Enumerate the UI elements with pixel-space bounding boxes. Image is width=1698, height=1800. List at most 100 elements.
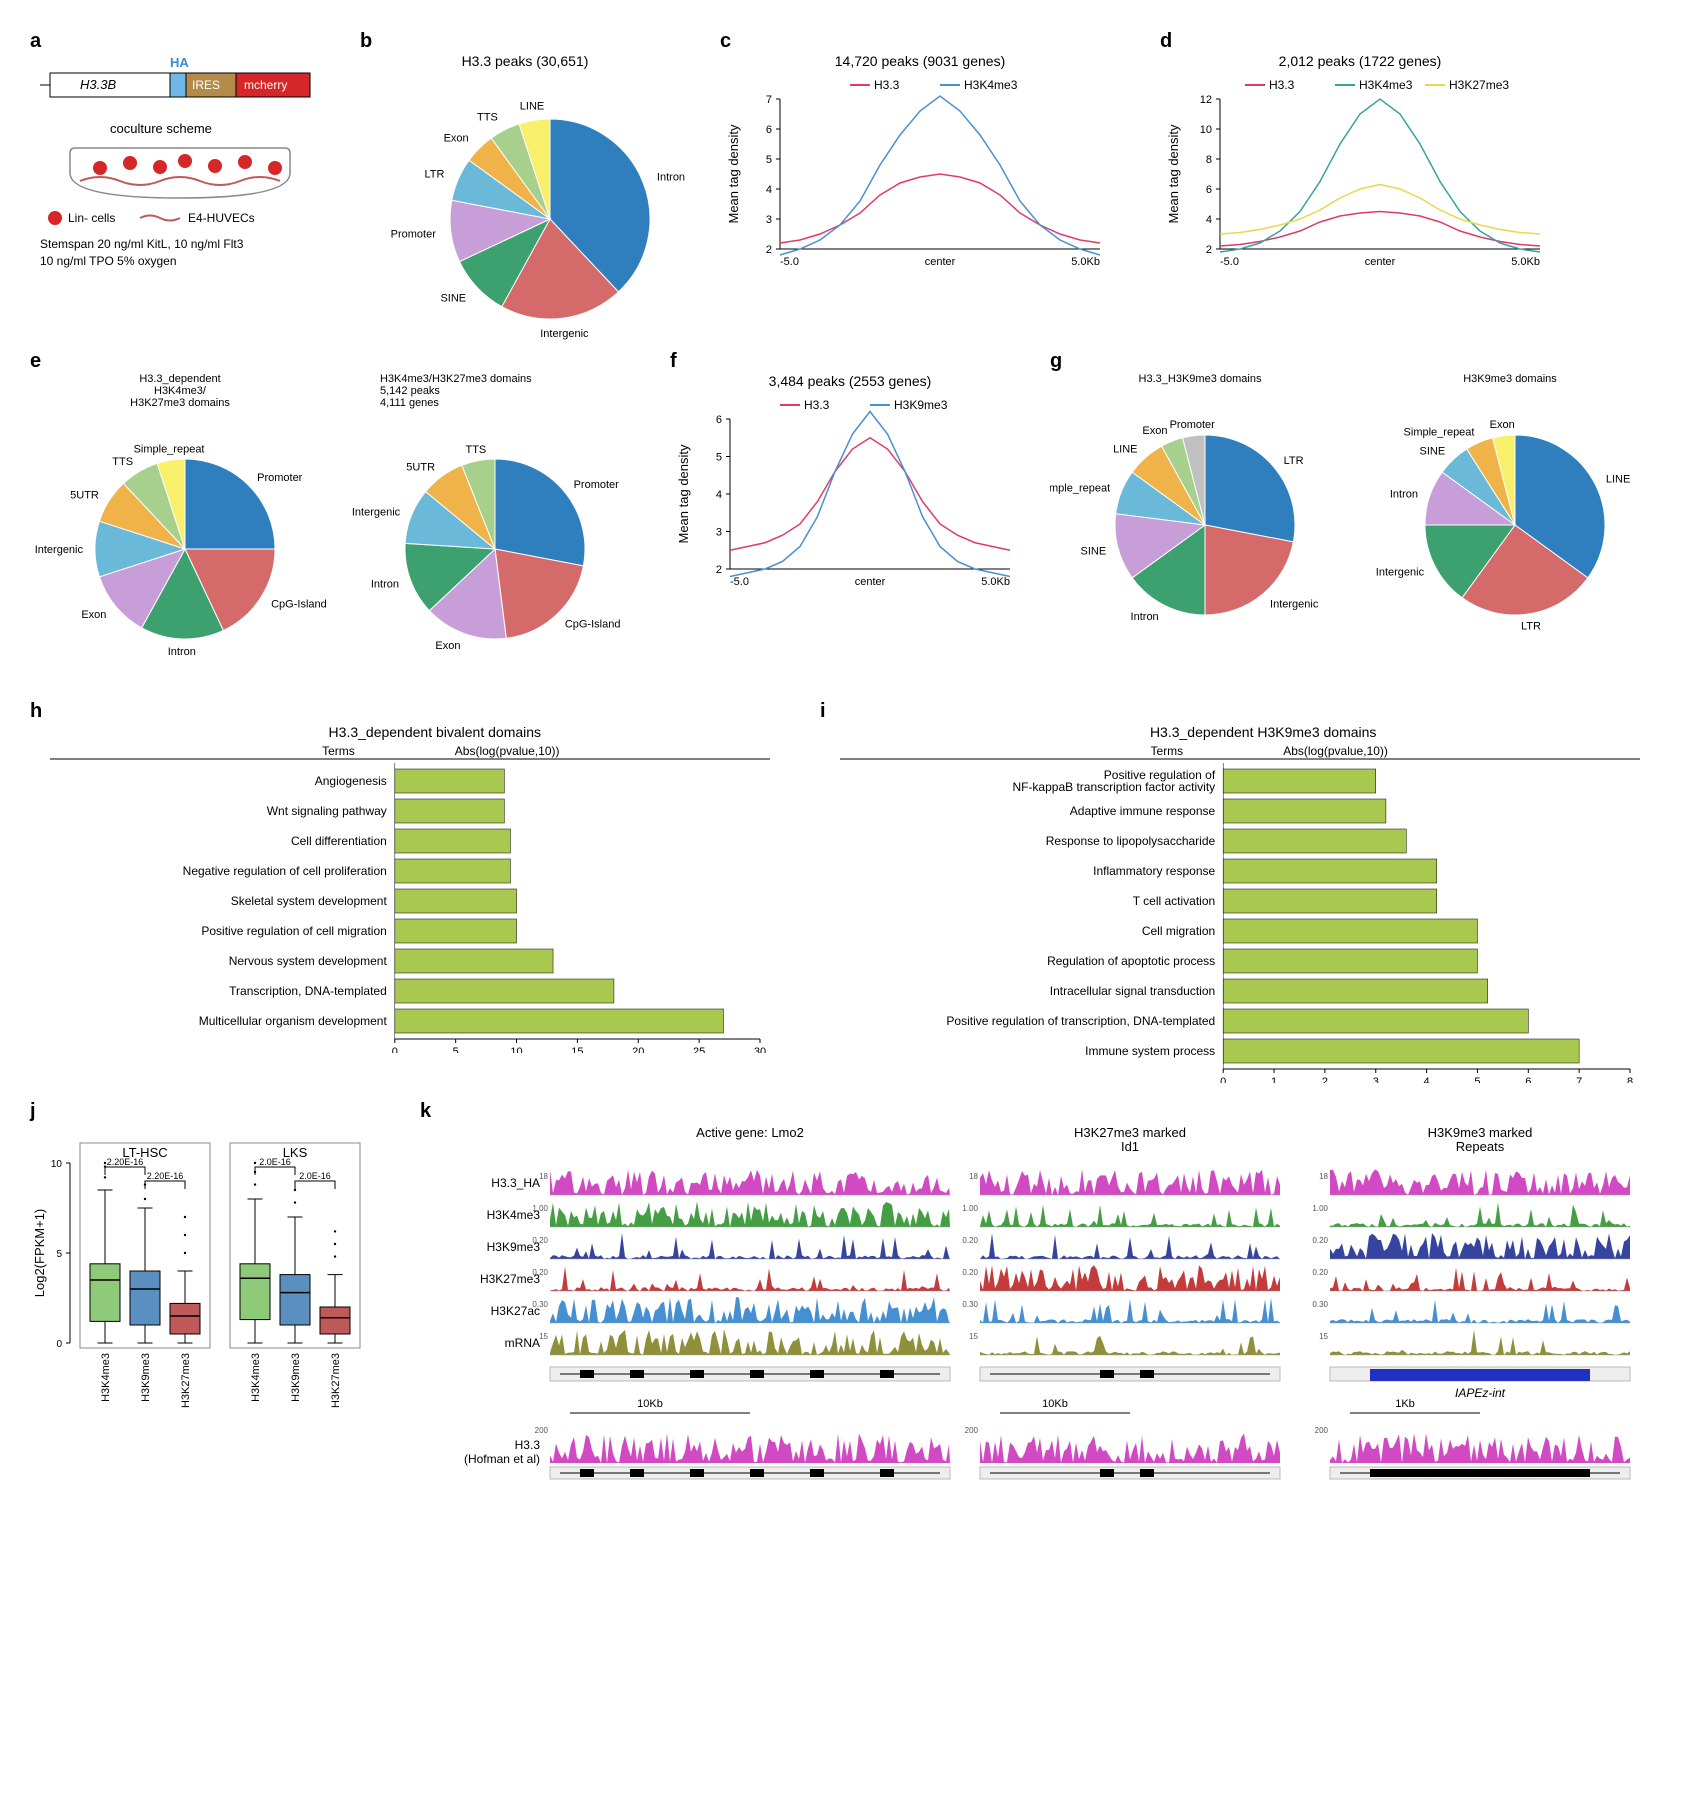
svg-text:H3.3_dependent H3K9me3 domain: H3.3_dependent H3K9me3 domains	[1150, 724, 1377, 740]
svg-text:5: 5	[453, 1046, 459, 1053]
svg-text:Exon: Exon	[81, 609, 106, 621]
svg-text:H3K27me3: H3K27me3	[180, 1353, 192, 1408]
svg-text:4: 4	[1206, 214, 1212, 226]
svg-text:Mean tag density: Mean tag density	[676, 444, 691, 544]
svg-text:6: 6	[1206, 184, 1212, 196]
svg-text:Terms: Terms	[1151, 744, 1184, 758]
svg-text:10 ng/ml TPO 5% oxygen: 10 ng/ml TPO 5% oxygen	[40, 254, 177, 268]
svg-text:7: 7	[766, 94, 772, 106]
svg-text:15: 15	[969, 1332, 978, 1341]
svg-text:2: 2	[1206, 244, 1212, 256]
panel-g-label: g	[1050, 350, 1670, 373]
svg-text:Promoter: Promoter	[257, 472, 303, 484]
svg-text:SINE: SINE	[440, 293, 466, 305]
svg-text:0: 0	[1220, 1076, 1226, 1083]
svg-text:Id1: Id1	[1121, 1139, 1139, 1154]
panel-j-chart: 0510Log2(FPKM+1)LT-HSCH3K4me3H3K9me3H3K2…	[30, 1123, 390, 1463]
svg-text:4: 4	[1424, 1076, 1430, 1083]
svg-text:18: 18	[539, 1172, 548, 1181]
svg-text:Multicellular organism develop: Multicellular organism development	[199, 1014, 388, 1028]
panel-i-label: i	[820, 700, 1660, 723]
svg-text:center: center	[855, 576, 886, 588]
svg-text:Response to lipopolysaccharide: Response to lipopolysaccharide	[1046, 834, 1216, 848]
svg-text:Intergenic: Intergenic	[35, 544, 84, 556]
svg-text:20: 20	[632, 1046, 644, 1053]
svg-text:LTR: LTR	[424, 168, 444, 180]
svg-text:5.0Kb: 5.0Kb	[1071, 256, 1100, 268]
panel-e-pie-right: PromoterCpG-IslandExonIntronIntergenic5U…	[340, 409, 640, 669]
svg-text:NF-kappaB transcription factor: NF-kappaB transcription factor activity	[1012, 780, 1215, 794]
svg-text:2.0E-16: 2.0E-16	[299, 1171, 331, 1181]
svg-text:Intron: Intron	[168, 646, 196, 658]
panel-f-chart: 23456-5.0center5.0KbMean tag densityH3.3…	[670, 389, 1030, 649]
svg-text:Simple_repeat: Simple_repeat	[1404, 426, 1475, 438]
svg-text:H3K9me3: H3K9me3	[894, 398, 948, 412]
svg-text:15: 15	[539, 1332, 548, 1341]
svg-text:Regulation of apoptotic proces: Regulation of apoptotic process	[1047, 954, 1215, 968]
svg-text:H3K4me3: H3K4me3	[964, 78, 1018, 92]
svg-text:6: 6	[766, 124, 772, 136]
svg-text:Intron: Intron	[1131, 611, 1159, 623]
svg-text:0.20: 0.20	[962, 1236, 978, 1245]
svg-text:Repeats: Repeats	[1456, 1139, 1505, 1154]
svg-text:Intergenic: Intergenic	[540, 328, 589, 340]
svg-text:1: 1	[1271, 1076, 1277, 1083]
svg-text:IRES: IRES	[192, 78, 220, 92]
svg-text:Terms: Terms	[322, 744, 355, 758]
svg-text:0.30: 0.30	[962, 1300, 978, 1309]
svg-text:2: 2	[716, 564, 722, 576]
svg-text:0.20: 0.20	[1312, 1236, 1328, 1245]
svg-text:200: 200	[965, 1426, 979, 1435]
panel-g-pie-left: LTRIntergenicIntronSINESimple_repeatLINE…	[1050, 385, 1350, 645]
svg-text:Cell migration: Cell migration	[1142, 924, 1215, 938]
svg-text:mRNA: mRNA	[505, 1336, 540, 1350]
panel-g-pie-right: LINELTRIntergenicIntronSINESimple_repeat…	[1360, 385, 1660, 645]
svg-text:0.20: 0.20	[532, 1236, 548, 1245]
svg-text:Stemspan 20 ng/ml KitL, 10 n: Stemspan 20 ng/ml KitL, 10 ng/ml Flt3	[40, 237, 244, 251]
svg-text:Simple_repeat: Simple_repeat	[134, 443, 205, 455]
panel-b-title: H3.3 peaks (30,651)	[360, 53, 690, 69]
svg-text:(Hofman et al): (Hofman et al)	[464, 1452, 540, 1466]
svg-text:TTS: TTS	[112, 456, 133, 468]
svg-text:H3K9me3 marked: H3K9me3 marked	[1428, 1125, 1533, 1140]
svg-text:Nervous system development: Nervous system development	[229, 954, 388, 968]
svg-text:H3K9me3: H3K9me3	[290, 1353, 302, 1402]
svg-text:0.30: 0.30	[1312, 1300, 1328, 1309]
svg-text:Intergenic: Intergenic	[1270, 599, 1319, 611]
svg-text:Wnt signaling pathway: Wnt signaling pathway	[267, 804, 387, 818]
svg-text:5: 5	[716, 452, 722, 464]
svg-text:Active gene: Lmo2: Active gene: Lmo2	[696, 1125, 804, 1140]
svg-text:2.0E-16: 2.0E-16	[259, 1157, 291, 1167]
svg-text:-5.0: -5.0	[730, 576, 749, 588]
svg-text:center: center	[1365, 256, 1396, 268]
panel-h-label: h	[30, 700, 790, 723]
svg-text:6: 6	[716, 414, 722, 426]
svg-text:Promoter: Promoter	[391, 228, 437, 240]
svg-text:5UTR: 5UTR	[406, 461, 435, 473]
svg-text:6: 6	[1525, 1076, 1531, 1083]
svg-text:Promoter: Promoter	[574, 479, 620, 491]
svg-text:2: 2	[766, 244, 772, 256]
svg-text:3: 3	[1373, 1076, 1379, 1083]
svg-text:Exon: Exon	[444, 133, 469, 145]
svg-text:4: 4	[716, 489, 722, 501]
svg-text:8: 8	[1627, 1076, 1633, 1083]
svg-text:Negative regulation of cell pr: Negative regulation of cell proliferatio…	[183, 864, 387, 878]
svg-text:coculture scheme: coculture scheme	[110, 121, 212, 136]
svg-text:10Kb: 10Kb	[637, 1398, 663, 1410]
svg-text:SINE: SINE	[1419, 446, 1445, 458]
svg-text:TTS: TTS	[465, 444, 486, 456]
svg-text:12: 12	[1200, 94, 1212, 106]
svg-text:3: 3	[716, 527, 722, 539]
panel-b-pie: IntronIntergenicSINEPromoterLTRExonTTSLI…	[360, 69, 690, 349]
svg-text:2.20E-16: 2.20E-16	[147, 1171, 184, 1181]
panel-c-chart: 234567-5.0center5.0KbMean tag densityH3.…	[720, 69, 1120, 329]
svg-text:4: 4	[766, 184, 772, 196]
svg-text:Exon: Exon	[1142, 425, 1167, 437]
svg-text:7: 7	[1576, 1076, 1582, 1083]
svg-text:Inflammatory response: Inflammatory response	[1093, 864, 1215, 878]
svg-text:0: 0	[56, 1339, 62, 1350]
svg-text:10: 10	[1200, 124, 1212, 136]
svg-text:Mean tag density: Mean tag density	[1166, 124, 1181, 224]
svg-text:-5.0: -5.0	[780, 256, 799, 268]
